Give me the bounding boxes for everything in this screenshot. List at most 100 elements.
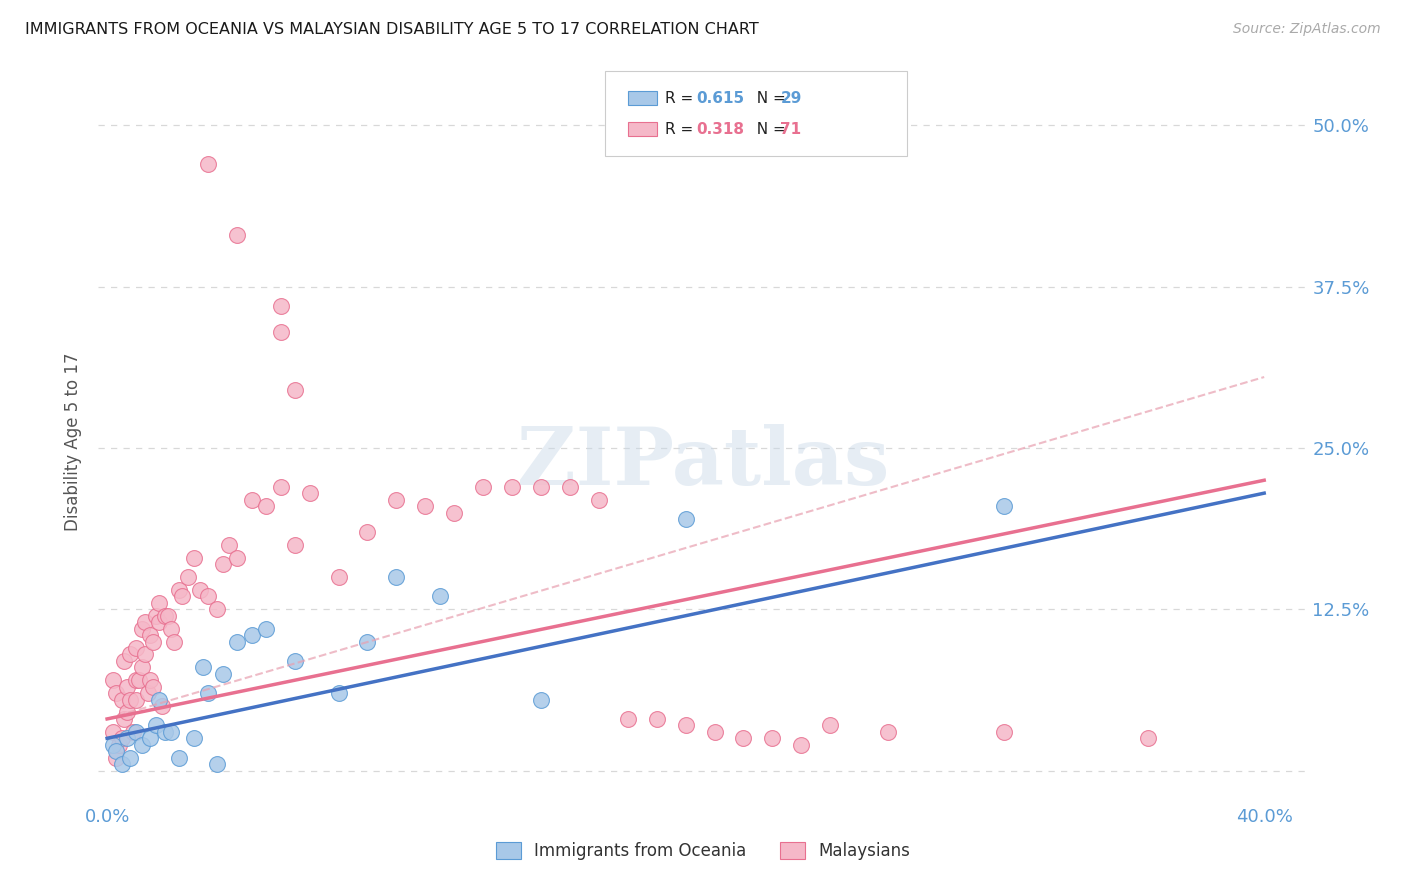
Point (254, 499, 277, 513)
Point (197, 157, 219, 171)
Point (675, 512, 697, 526)
Point (356, 524, 378, 539)
Text: R =: R = (665, 122, 699, 136)
Point (284, 538, 307, 552)
Point (675, 718, 697, 732)
Y-axis label: Disability Age 5 to 17: Disability Age 5 to 17 (65, 352, 83, 531)
Point (993, 499, 1015, 513)
Point (177, 570, 200, 584)
Point (148, 615, 170, 630)
Point (820, 718, 842, 732)
Point (530, 692, 553, 706)
Point (139, 731, 162, 746)
Text: IMMIGRANTS FROM OCEANIA VS MALAYSIAN DISABILITY AGE 5 TO 17 CORRELATION CHART: IMMIGRANTS FROM OCEANIA VS MALAYSIAN DIS… (25, 22, 759, 37)
Point (172, 590, 194, 604)
Text: Source: ZipAtlas.com: Source: ZipAtlas.com (1233, 22, 1381, 37)
Point (139, 673, 162, 688)
Point (270, 480, 292, 494)
Point (162, 634, 184, 648)
Point (159, 724, 181, 739)
Point (617, 712, 640, 726)
Point (153, 608, 176, 623)
Point (150, 699, 173, 714)
Point (104, 744, 127, 758)
Point (205, 757, 228, 772)
Point (284, 654, 307, 668)
Text: 0.318: 0.318 (696, 122, 744, 136)
Point (156, 608, 179, 623)
Point (131, 622, 153, 636)
Point (188, 582, 211, 597)
Text: 71: 71 (780, 122, 801, 136)
Point (703, 724, 725, 739)
Point (107, 738, 129, 752)
Point (145, 608, 167, 623)
Point (197, 590, 219, 604)
Text: ZIPatlas: ZIPatlas (517, 425, 889, 502)
Point (284, 383, 307, 397)
Point (134, 615, 156, 630)
Point (645, 712, 668, 726)
Point (169, 582, 191, 597)
Point (148, 692, 170, 706)
Point (136, 686, 159, 700)
Point (877, 724, 900, 739)
Point (125, 724, 148, 739)
Point (1137, 731, 1160, 746)
Point (125, 673, 148, 688)
Text: N =: N = (747, 122, 790, 136)
Point (413, 499, 436, 513)
Point (145, 718, 167, 732)
Point (429, 590, 451, 604)
Point (110, 692, 132, 706)
Point (226, 634, 249, 648)
Point (191, 660, 214, 674)
Point (240, 492, 263, 507)
Point (125, 640, 148, 655)
Point (558, 480, 581, 494)
Point (101, 738, 124, 752)
Point (443, 506, 465, 520)
Point (101, 673, 124, 688)
Text: 0.615: 0.615 (696, 91, 744, 105)
Point (148, 596, 170, 610)
Point (142, 634, 165, 648)
Legend: Immigrants from Oceania, Malaysians: Immigrants from Oceania, Malaysians (489, 835, 917, 867)
Point (101, 724, 124, 739)
Point (993, 724, 1015, 739)
Point (120, 648, 142, 662)
Point (588, 492, 610, 507)
Point (328, 570, 350, 584)
Point (104, 686, 127, 700)
Point (356, 634, 378, 648)
Point (131, 660, 153, 674)
Point (114, 654, 136, 668)
Point (270, 325, 292, 339)
Point (139, 628, 162, 642)
Point (128, 673, 150, 688)
Point (298, 486, 321, 500)
Point (197, 686, 219, 700)
Point (270, 299, 292, 313)
Point (159, 622, 181, 636)
Point (134, 648, 156, 662)
Point (790, 738, 813, 752)
Point (218, 538, 240, 552)
Point (104, 750, 127, 764)
Point (211, 666, 233, 681)
Point (385, 570, 408, 584)
Point (114, 712, 136, 726)
Point (120, 692, 142, 706)
Point (226, 550, 249, 565)
Point (183, 550, 205, 565)
Point (183, 731, 205, 746)
Point (211, 557, 233, 571)
Point (240, 628, 263, 642)
Point (169, 750, 191, 764)
Point (472, 480, 495, 494)
Point (501, 480, 523, 494)
Point (733, 731, 755, 746)
Point (117, 731, 139, 746)
Point (110, 757, 132, 772)
Point (226, 228, 249, 243)
